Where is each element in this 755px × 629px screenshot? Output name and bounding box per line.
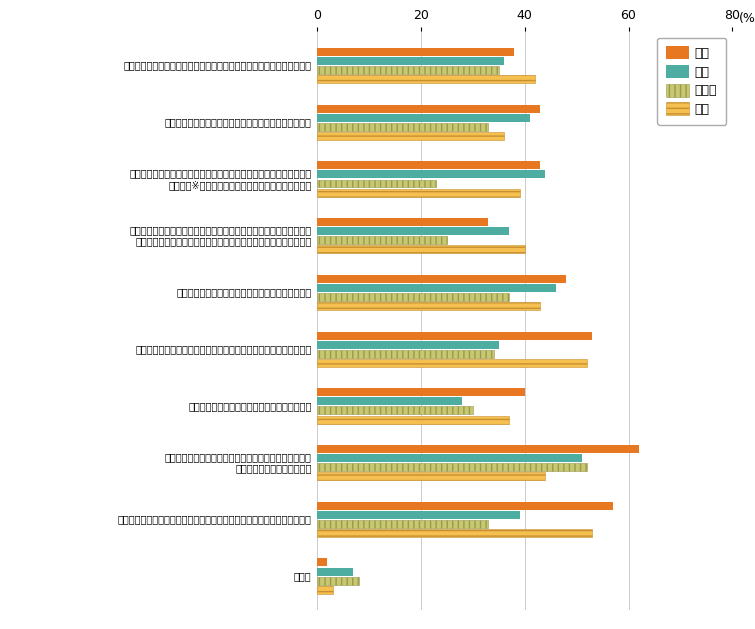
Bar xyxy=(317,114,530,121)
Bar xyxy=(317,454,582,462)
Bar xyxy=(317,66,499,74)
Bar xyxy=(317,245,525,253)
Bar xyxy=(317,331,592,340)
Bar xyxy=(317,227,509,235)
Bar xyxy=(317,218,488,226)
Bar xyxy=(317,275,566,283)
Bar xyxy=(317,104,541,113)
Bar xyxy=(317,75,535,83)
Bar xyxy=(317,162,541,169)
Bar xyxy=(317,559,328,567)
Bar xyxy=(317,189,519,197)
Bar xyxy=(317,416,509,423)
Bar xyxy=(317,567,353,576)
Bar xyxy=(317,293,509,301)
Bar xyxy=(317,132,504,140)
Bar xyxy=(317,463,587,471)
Bar xyxy=(317,398,462,405)
Bar xyxy=(317,577,359,584)
Bar xyxy=(317,388,525,396)
Text: (%): (%) xyxy=(739,11,755,25)
Bar xyxy=(317,302,541,310)
Bar xyxy=(317,48,514,56)
Bar xyxy=(317,520,488,528)
Bar xyxy=(317,502,613,509)
Bar xyxy=(317,123,488,131)
Bar xyxy=(317,406,473,415)
Bar xyxy=(317,57,504,65)
Bar xyxy=(317,359,587,367)
Bar xyxy=(317,445,639,453)
Bar xyxy=(317,529,592,537)
Bar xyxy=(317,586,333,594)
Legend: 日本, 米国, ドイツ, 中国: 日本, 米国, ドイツ, 中国 xyxy=(658,38,726,125)
Bar xyxy=(317,284,556,292)
Bar xyxy=(317,237,447,244)
Bar xyxy=(317,350,494,358)
Bar xyxy=(317,170,545,179)
Bar xyxy=(317,179,436,187)
Bar xyxy=(317,472,545,480)
Bar xyxy=(317,511,519,519)
Bar xyxy=(317,341,499,348)
